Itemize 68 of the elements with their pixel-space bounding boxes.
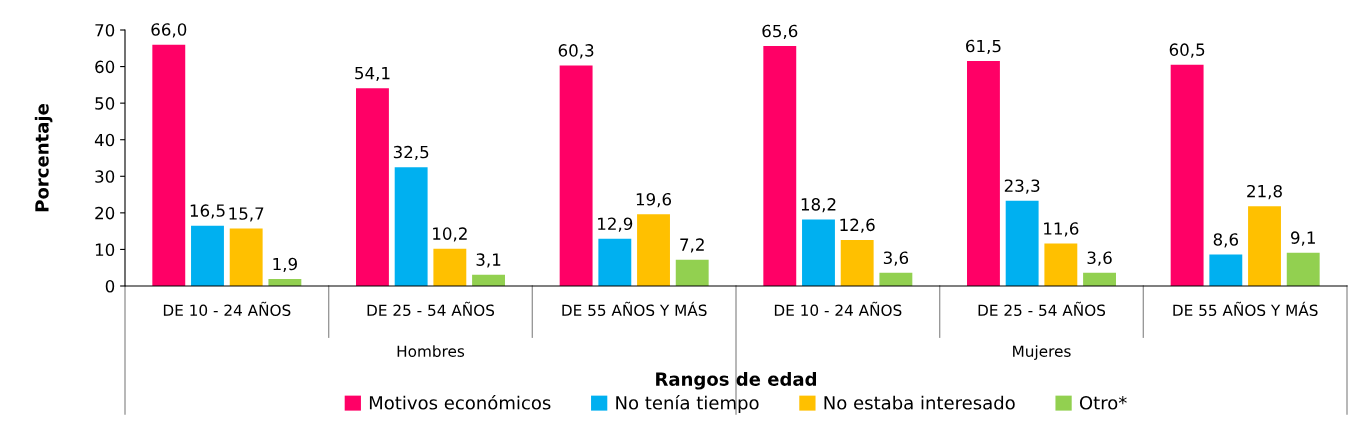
bar [191, 225, 224, 286]
data-label: 10,2 [433, 227, 467, 242]
bar [598, 238, 632, 286]
y-tick-label: 20 [95, 206, 115, 220]
data-label: 66,0 [151, 23, 187, 38]
legend-label: No tenía tiempo [616, 394, 759, 414]
data-label: 11,6 [1044, 222, 1079, 237]
legend-label: No estaba interesado [824, 395, 1015, 410]
x-tick-label: DE 10 - 24 AÑOS [774, 301, 902, 317]
bar [356, 88, 389, 286]
bar [763, 46, 797, 286]
data-label: 23,3 [1004, 179, 1040, 194]
legend-label: Motivos económicos [369, 394, 551, 410]
bar [1209, 254, 1243, 286]
bar [1005, 200, 1039, 286]
bar [1286, 252, 1320, 286]
bar [394, 167, 428, 286]
data-label: 1,9 [273, 257, 297, 272]
data-label: 3,1 [476, 253, 501, 268]
bar [433, 248, 467, 286]
text: Hombres [397, 345, 465, 357]
bar [559, 65, 593, 286]
y-tick-label: 30 [95, 170, 115, 183]
data-label: 8,6 [1213, 233, 1239, 248]
data-label: 9,1 [1291, 231, 1315, 246]
bar [152, 44, 186, 286]
data-label: 12,6 [840, 218, 875, 233]
bar [229, 228, 263, 286]
text: Mujeres [1013, 345, 1071, 360]
y-tick-label: 40 [94, 133, 115, 147]
bar [802, 219, 835, 286]
bar [879, 272, 913, 286]
bar [1248, 206, 1281, 286]
bar [967, 61, 1000, 286]
y-tick-label: 50 [95, 97, 115, 110]
y-tick-label: 60 [95, 60, 115, 74]
data-label: 21,8 [1247, 184, 1282, 200]
legend-label: Otro* [1079, 395, 1127, 410]
data-label: 3,6 [883, 251, 909, 266]
bar [637, 214, 670, 286]
data-label: 18,2 [801, 198, 836, 213]
data-label: 15,7 [229, 207, 264, 222]
y-axis-title: Porcentaje [34, 104, 53, 212]
data-label: 60,5 [1169, 43, 1205, 58]
data-label: 54,1 [355, 66, 390, 82]
data-label: 60,3 [558, 44, 594, 59]
data-label: 32,5 [393, 145, 429, 161]
x-tick-label: DE 55 AÑOS Y MÁS [1173, 301, 1318, 317]
bar [1044, 243, 1078, 286]
data-label: 19,6 [636, 192, 672, 208]
y-tick-label: 0 [105, 279, 115, 293]
bar [675, 259, 709, 286]
x-tick-label: DE 10 - 24 AÑOS [163, 301, 291, 317]
data-label: 3,6 [1087, 251, 1112, 266]
data-label: 12,9 [598, 217, 633, 232]
data-label: 61,5 [966, 39, 1001, 54]
x-axis-title: Rangos de edad [656, 371, 816, 390]
x-tick-label: DE 55 AÑOS Y MÁS [562, 301, 707, 317]
y-tick-label: 70 [95, 23, 115, 37]
x-tick-label: DE 25 - 54 AÑOS [367, 301, 495, 317]
bar [1083, 272, 1116, 286]
data-label: 65,6 [762, 24, 798, 40]
bar [1170, 64, 1204, 286]
y-tick-label: 10 [95, 243, 115, 256]
x-tick-label: DE 25 - 54 AÑOS [978, 301, 1106, 317]
bar [840, 239, 874, 286]
data-label: 7,2 [680, 238, 704, 253]
data-label: 16,5 [190, 204, 225, 219]
